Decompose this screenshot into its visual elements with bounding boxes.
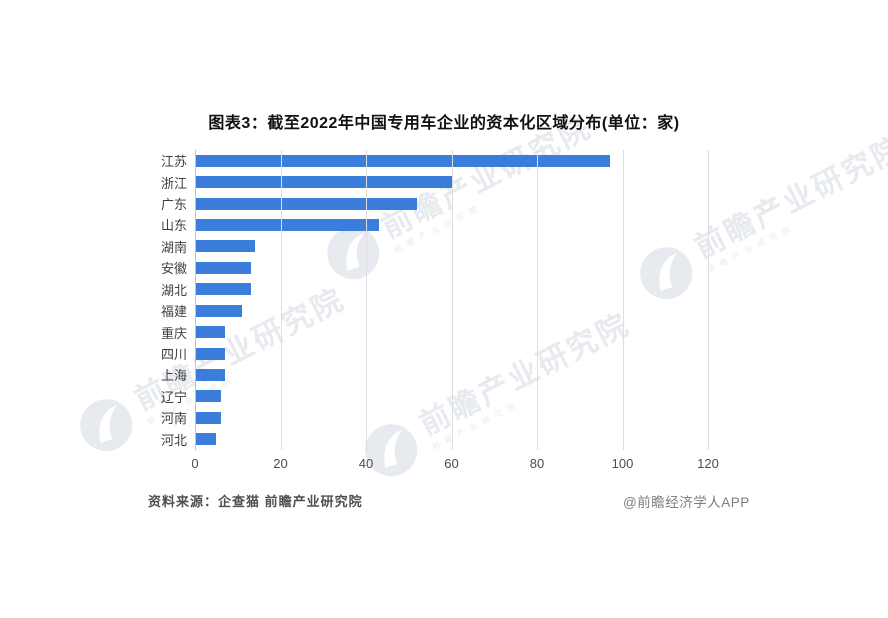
y-axis-label: 湖南: [160, 239, 187, 255]
x-tick-label: 120: [697, 456, 719, 471]
bar: [195, 304, 242, 317]
y-axis-label: 河南: [160, 411, 187, 427]
bar: [195, 176, 452, 189]
y-axis-label: 广东: [160, 197, 187, 213]
watermark-text: 前瞻产业研究院: [689, 130, 888, 265]
gridline: [280, 150, 282, 450]
y-axis-label: 上海: [160, 368, 187, 384]
bar: [195, 283, 251, 296]
bar-rows: 江苏浙江广东山东湖南安徽湖北福建重庆四川上海辽宁河南河北: [161, 150, 708, 450]
bar-row: 福建: [161, 300, 708, 321]
bar-row: 湖北: [161, 279, 708, 300]
y-axis-label: 山东: [160, 218, 187, 234]
x-tick-label: 80: [529, 456, 545, 471]
y-axis-label: 辽宁: [160, 389, 187, 405]
gridline: [622, 150, 624, 450]
gridline: [537, 150, 538, 450]
y-axis-label: 河北: [160, 432, 187, 448]
bar: [195, 411, 221, 424]
bar: [195, 390, 221, 403]
chart-title: 图表3：截至2022年中国专用车企业的资本化区域分布(单位：家): [208, 115, 680, 132]
bar-row: 安徽: [161, 257, 708, 278]
y-axis-label: 湖北: [160, 282, 187, 298]
bar-row: 河南: [161, 407, 708, 428]
bar: [195, 197, 418, 210]
bar-row: 河北: [161, 428, 708, 449]
bar-row: 湖南: [161, 236, 708, 257]
gridline: [708, 150, 709, 450]
credit-note: @前瞻经济学人APP: [623, 495, 750, 510]
bar-row: 广东: [161, 193, 708, 214]
source-note: 资料来源：企查猫 前瞻产业研究院: [148, 494, 363, 509]
y-axis-label: 浙江: [160, 175, 187, 191]
gridline: [451, 150, 453, 450]
bar: [195, 326, 225, 339]
x-tick-label: 40: [358, 456, 374, 471]
x-tick-label: 100: [611, 456, 634, 471]
bar-row: 浙江: [161, 171, 708, 192]
y-axis-line: [195, 150, 196, 450]
bar: [195, 218, 379, 231]
bar-row: 江苏: [161, 150, 708, 171]
bar-row: 四川: [161, 343, 708, 364]
gridline: [366, 150, 367, 450]
bar: [195, 154, 610, 167]
bar: [195, 240, 255, 253]
y-axis-label: 安徽: [160, 261, 187, 277]
x-tick-label: 0: [191, 456, 199, 471]
y-axis-label: 四川: [160, 347, 187, 362]
y-axis-label: 重庆: [160, 325, 187, 341]
watermark-subtext: 前瞻产业研究院: [705, 222, 797, 275]
bar: [195, 347, 225, 360]
bar-row: 上海: [161, 364, 708, 385]
plot-area: 江苏浙江广东山东湖南安徽湖北福建重庆四川上海辽宁河南河北 0 20 40 60 80 10…: [161, 150, 719, 471]
x-tick-label: 60: [444, 456, 459, 471]
x-tick-label: 20: [273, 456, 288, 471]
bar-row: 辽宁: [161, 386, 708, 407]
y-axis-label: 江苏: [160, 154, 187, 170]
qianzhan-logo-icon: [80, 399, 133, 452]
bar: [195, 368, 225, 381]
bar-row: 重庆: [161, 321, 708, 342]
y-axis-label: 福建: [160, 304, 187, 320]
bar: [195, 261, 251, 274]
bar: [195, 433, 217, 446]
